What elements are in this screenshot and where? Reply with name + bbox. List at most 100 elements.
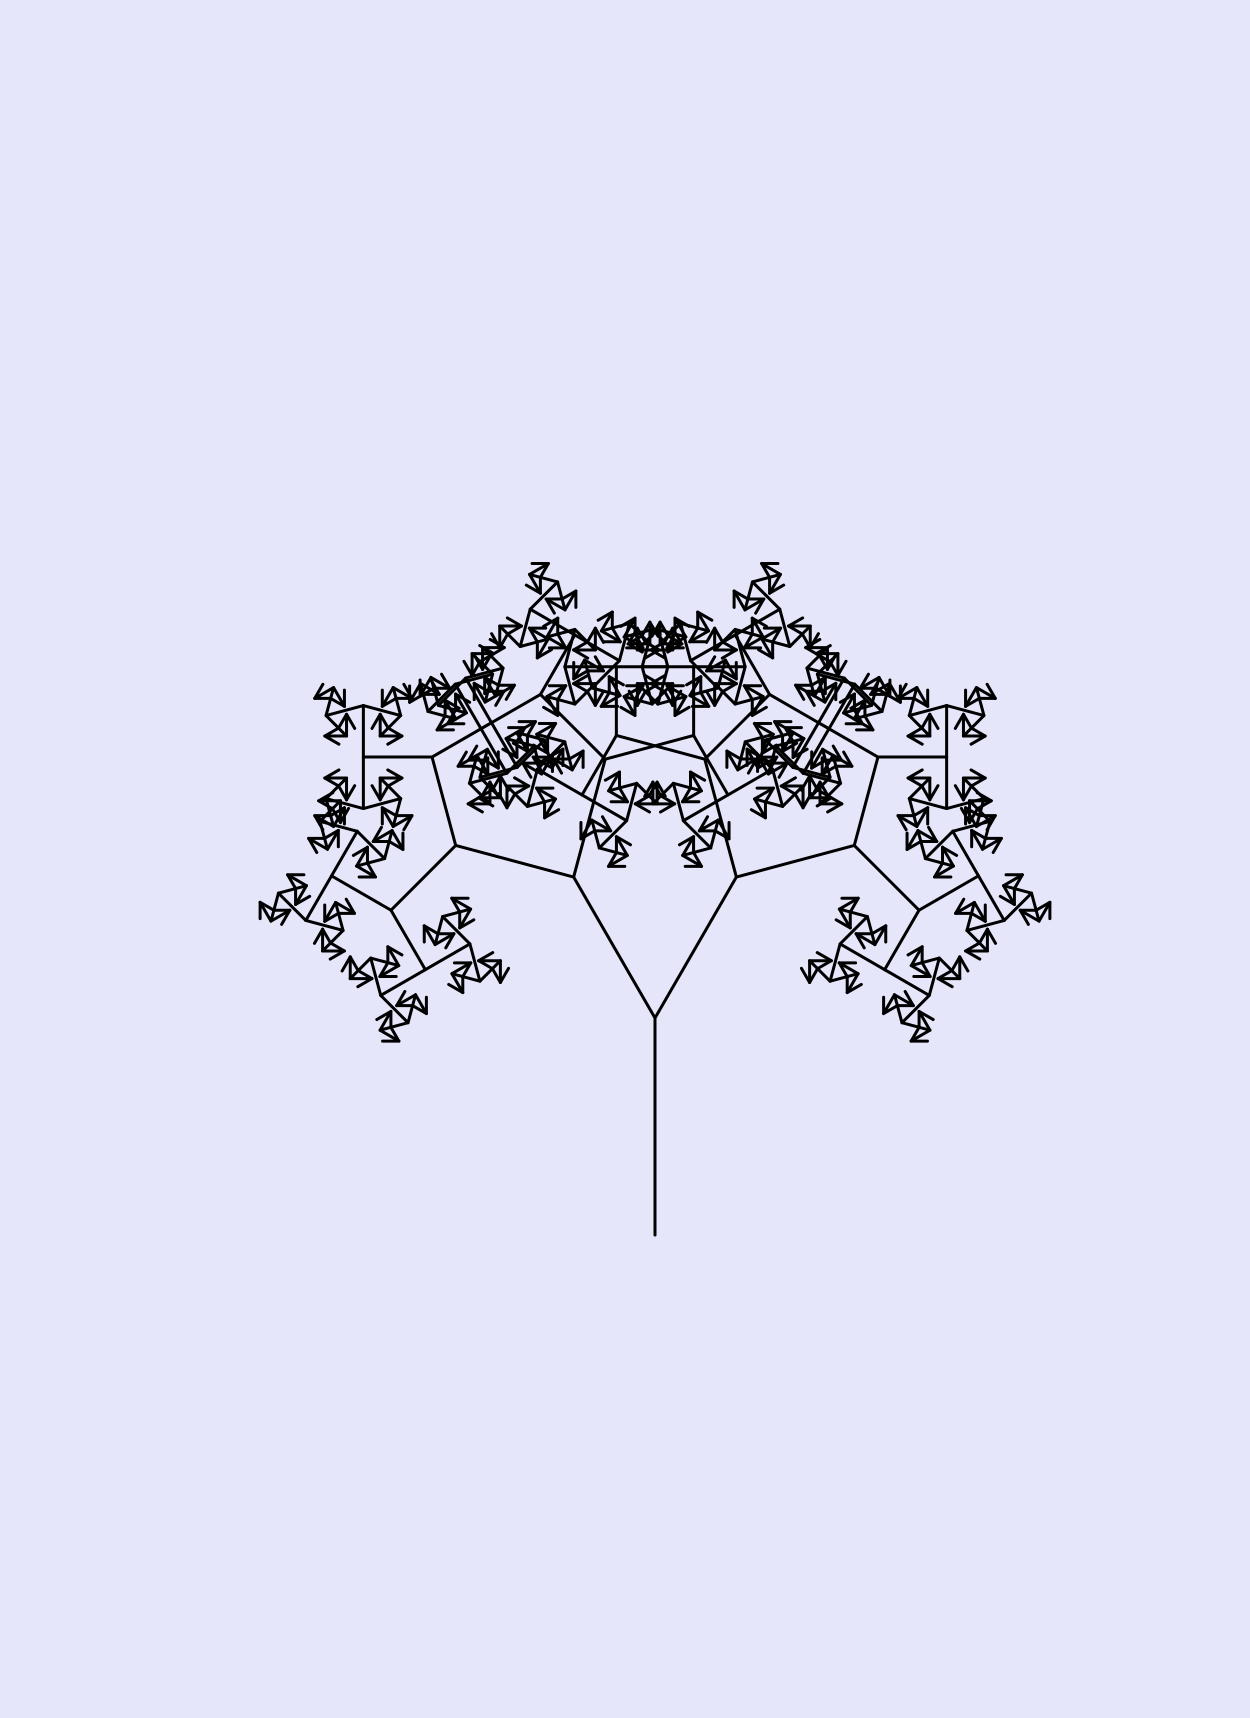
tree-branch-level-7 — [658, 621, 683, 646]
tree-branch-level-8 — [269, 908, 292, 923]
tree-branch-level-6 — [778, 607, 792, 649]
tree-branch-level-5 — [951, 829, 980, 878]
tree-branch-level-9 — [447, 982, 465, 995]
tree-branch-level-7 — [525, 797, 557, 808]
tree-branch-level-6 — [838, 915, 869, 946]
tree-branch-level-9 — [378, 784, 390, 802]
tree-branch-level-7 — [498, 624, 522, 649]
tree-branch-level-8 — [760, 626, 783, 641]
tree-branch-level-6 — [369, 956, 383, 997]
tree-branch-level-8 — [504, 737, 519, 759]
tree-branch-level-9 — [545, 722, 558, 740]
tree-branch-level-5 — [535, 767, 584, 797]
tree-branch-level-7 — [450, 972, 482, 983]
tree-branch-level-9 — [810, 758, 828, 770]
tree-branch-level-6 — [525, 767, 539, 808]
tree-branch-level-9 — [720, 640, 738, 652]
tree-branch-level-8 — [723, 658, 738, 681]
tree-branch-level-9 — [968, 806, 980, 825]
tree-branch-level-9 — [593, 689, 605, 707]
tree-branch-level-5 — [330, 829, 359, 878]
tree-branch-level-9 — [461, 961, 473, 979]
tree-branch-level-8 — [294, 884, 308, 906]
tree-branch-level-8 — [458, 907, 473, 930]
tree-branch-level-9 — [696, 610, 714, 622]
tree-branch-level-9 — [472, 764, 490, 776]
tree-branch-level-6 — [276, 891, 308, 922]
tree-branch-level-9 — [470, 659, 482, 677]
tree-branch-level-8 — [485, 747, 500, 770]
tree-branch-level-7 — [607, 781, 639, 793]
tree-branch-level-7 — [808, 775, 832, 800]
tree-branch-level-8 — [933, 864, 955, 879]
tree-branch-level-9 — [777, 761, 789, 779]
tree-branch-level-8 — [882, 993, 896, 1016]
tree-branch-level-9 — [323, 911, 341, 923]
tree-branch-level-9 — [903, 989, 915, 1008]
tree-branch-level-5 — [801, 727, 831, 775]
tree-branch-level-9 — [725, 749, 743, 761]
tree-branch-level-7 — [671, 781, 703, 793]
tree-branch-level-8 — [599, 610, 614, 633]
tree-branch-level-7 — [923, 857, 955, 868]
tree-branch-level-9 — [572, 640, 590, 652]
tree-branch-level-8 — [750, 616, 765, 639]
tree-branch-level-9 — [941, 845, 959, 857]
tree-branch-level-7 — [900, 1021, 932, 1032]
tree-branch-level-9 — [831, 744, 843, 762]
tree-branch-level-8 — [753, 797, 767, 820]
tree-branch-level-8 — [964, 686, 978, 708]
tree-branch-level-9 — [313, 682, 325, 700]
tree-branch-level-9 — [472, 681, 490, 693]
tree-branch-level-9 — [705, 626, 717, 644]
tree-branch-level-6 — [945, 704, 986, 718]
tree-branch-level-7 — [961, 714, 986, 738]
tree-branch-level-7 — [378, 1021, 410, 1032]
tree-branch-level-3 — [389, 843, 458, 912]
tree-branch-level-9 — [356, 968, 374, 981]
tree-branch-level-8 — [873, 924, 888, 947]
tree-branch-level-9 — [826, 802, 844, 814]
tree-branch-level-8 — [892, 993, 915, 1008]
tree-branch-level-2 — [572, 757, 607, 879]
tree-branch-level-7 — [545, 695, 577, 706]
tree-branch-level-9 — [572, 673, 590, 686]
tree-branch-level-7 — [470, 652, 495, 676]
tree-branch-level-9 — [742, 632, 754, 650]
tree-branch-level-8 — [614, 835, 629, 857]
tree-branch-level-9 — [958, 955, 970, 973]
tree-branch-level-6 — [361, 704, 403, 718]
tree-branch-level-8 — [689, 770, 703, 793]
tree-branch-level-8 — [725, 749, 740, 772]
tree-branch-level-9 — [936, 977, 954, 989]
tree-branch-level-7 — [688, 686, 720, 698]
tree-branch-level-8 — [742, 635, 765, 650]
tree-branch-level-7 — [870, 675, 881, 707]
tree-branch-level-9 — [768, 583, 786, 595]
tree-branch-level-9 — [804, 637, 822, 650]
tree-branch-level-7 — [974, 686, 986, 718]
tree-branch-level-7 — [478, 959, 502, 983]
tree-branch-level-9 — [936, 968, 954, 981]
tree-branch-level-9 — [742, 684, 754, 702]
tree-branch-level-3 — [852, 755, 880, 847]
tree-branch-level-3 — [852, 843, 921, 912]
tree-branch-level-8 — [395, 993, 418, 1008]
tree-branch-level-9 — [572, 682, 590, 694]
tree-branch-level-1 — [572, 875, 657, 1020]
tree-branch-level-7 — [383, 829, 394, 861]
tree-branch-level-7 — [355, 857, 387, 868]
tree-branch-level-8 — [842, 711, 864, 726]
tree-branch-level-8 — [810, 747, 825, 770]
tree-branch-level-9 — [321, 927, 333, 945]
tree-branch-level-7 — [709, 818, 720, 850]
tree-branch-level-7 — [892, 993, 904, 1025]
tree-branch-level-7 — [736, 740, 747, 772]
tree-branch-level-9 — [429, 678, 441, 696]
tree-branch-level-6 — [505, 744, 536, 775]
tree-branch-level-3 — [603, 733, 696, 761]
tree-branch-level-9 — [627, 689, 639, 707]
tree-branch-level-9 — [757, 648, 775, 660]
tree-branch-level-6 — [361, 797, 403, 811]
tree-branch-level-9 — [770, 626, 783, 644]
